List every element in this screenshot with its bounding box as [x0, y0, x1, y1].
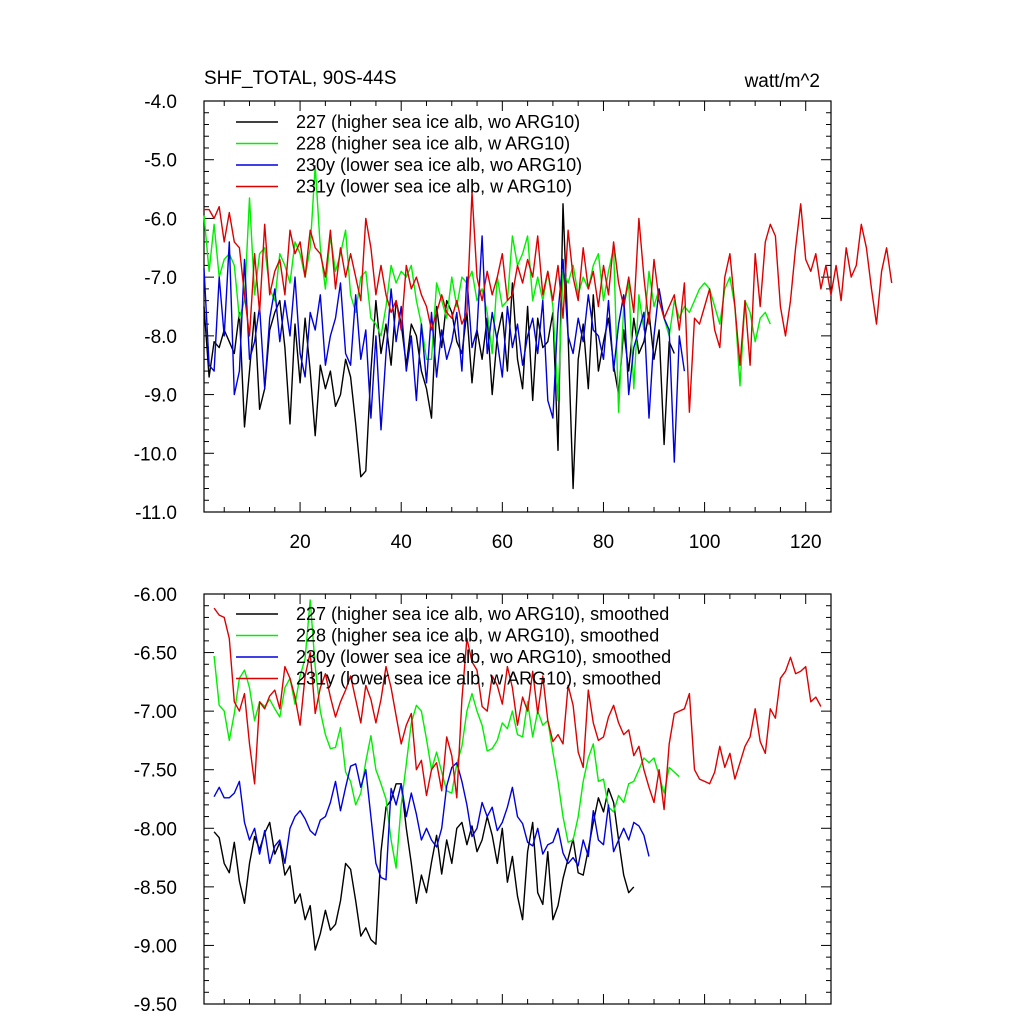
bottom-y-axis: -9.50 -9.00 -8.50 -8.00 -7.50 -7.00 -6.50 -6.00 — [134, 585, 831, 1016]
top-x-axis: 20 40 60 80 100 120 — [223, 101, 822, 553]
bottom-y-tick-label: -6.50 — [134, 644, 177, 665]
top-x-tick-label: 60 — [492, 532, 513, 553]
top-series-line-2 — [203, 235, 686, 463]
top-x-tick-label: 100 — [689, 532, 721, 553]
bottom-series-line-2 — [213, 762, 650, 881]
bottom-legend: 227 (higher sea ice alb, wo ARG10), smoo… — [236, 604, 671, 689]
top-y-tick-label: -4.0 — [144, 92, 177, 113]
bottom-y-tick-label: -6.00 — [134, 585, 177, 606]
top-y-tick-label: -11.0 — [135, 503, 177, 524]
top-series-lines — [203, 164, 893, 490]
top-legend-label-2: 230y (lower sea ice alb, wo ARG10) — [296, 155, 582, 175]
top-y-tick-label: -7.0 — [144, 268, 177, 289]
top-panel-units: watt/m^2 — [744, 71, 820, 92]
bottom-series-lines — [213, 599, 822, 951]
bottom-series-line-3 — [213, 607, 822, 811]
bottom-y-tick-label: -7.50 — [134, 761, 177, 782]
bottom-plot-frame — [203, 593, 832, 1005]
bottom-y-tick-label: -7.00 — [134, 702, 177, 723]
top-y-tick-label: -9.0 — [144, 386, 177, 407]
top-legend-label-1: 228 (higher sea ice alb, w ARG10) — [296, 134, 570, 154]
top-legend: 227 (higher sea ice alb, wo ARG10)228 (h… — [236, 112, 582, 197]
bottom-legend-label-0: 227 (higher sea ice alb, wo ARG10), smoo… — [296, 604, 669, 624]
bottom-y-tick-label: -8.50 — [134, 878, 177, 899]
bottom-y-tick-label: -8.00 — [134, 819, 177, 840]
bottom-series-line-0 — [213, 783, 635, 951]
bottom-panel: -9.50 -9.00 -8.50 -8.00 -7.50 -7.00 -6.50 -6.00… — [134, 585, 832, 1016]
bottom-legend-label-3: 231y (lower sea ice alb, w ARG10), smoot… — [296, 669, 661, 689]
top-x-tick-label: 80 — [593, 532, 614, 553]
bottom-legend-label-1: 228 (higher sea ice alb, w ARG10), smoot… — [296, 626, 659, 646]
top-x-tick-label: 20 — [290, 532, 311, 553]
top-x-tick-label: 120 — [790, 532, 822, 553]
top-y-tick-label: -5.0 — [144, 151, 177, 172]
top-panel-title: SHF_TOTAL, 90S-44S — [204, 68, 397, 89]
top-y-tick-label: -8.0 — [144, 327, 177, 348]
top-panel: SHF_TOTAL, 90S-44S watt/m^2 -11.0 -10.0 -9… — [134, 68, 893, 553]
bottom-legend-label-2: 230y (lower sea ice alb, wo ARG10), smoo… — [296, 647, 671, 667]
top-legend-label-3: 231y (lower sea ice alb, w ARG10) — [296, 177, 572, 197]
top-y-tick-label: -6.0 — [144, 209, 177, 230]
top-series-line-3 — [204, 191, 893, 413]
bottom-y-tick-label: -9.00 — [134, 936, 177, 957]
top-y-tick-label: -10.0 — [134, 444, 177, 465]
bottom-y-tick-label: -9.50 — [134, 995, 177, 1016]
top-x-tick-label: 40 — [391, 532, 412, 553]
top-y-axis: -11.0 -10.0 -9.0 -8.0 -7.0 -6.0 -5.0 -4.0 — [134, 92, 831, 524]
top-legend-label-0: 227 (higher sea ice alb, wo ARG10) — [296, 112, 580, 132]
bottom-x-axis — [223, 594, 807, 1004]
